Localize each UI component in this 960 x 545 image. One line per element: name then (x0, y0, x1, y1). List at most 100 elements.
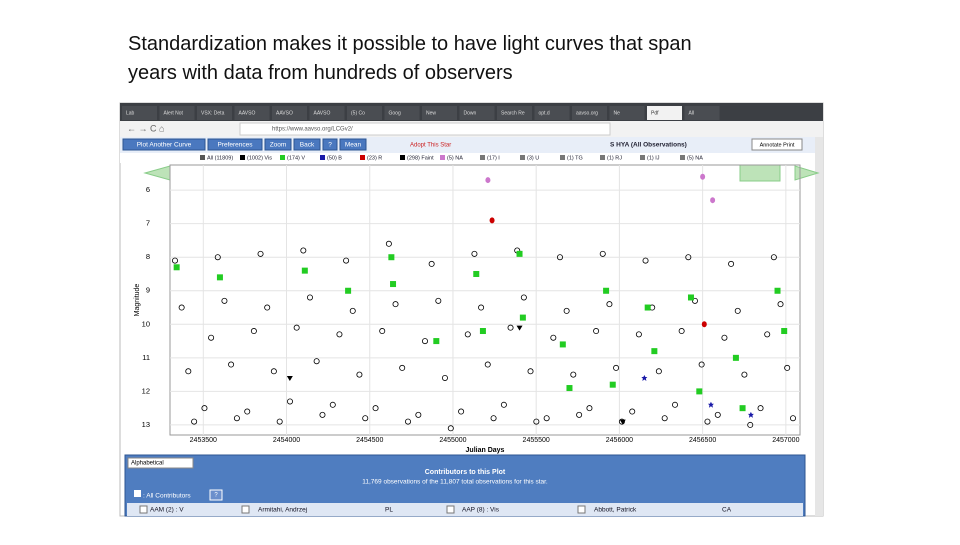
data-point (489, 217, 495, 224)
browser-tab[interactable] (197, 106, 232, 120)
data-point (644, 304, 651, 311)
data-point (300, 247, 307, 254)
browser-tab[interactable] (272, 106, 307, 120)
tab-label: opt.d (539, 110, 550, 116)
data-point (774, 287, 781, 294)
range-selector[interactable] (739, 164, 781, 182)
data-point (586, 405, 593, 412)
browser-tab[interactable] (347, 106, 382, 120)
address-bar[interactable] (239, 122, 611, 136)
print-label: Annotate Print (760, 142, 795, 148)
toolbar-button[interactable] (293, 138, 321, 151)
legend-label: (50) B (327, 155, 342, 161)
data-point (329, 401, 336, 408)
data-point (484, 361, 491, 368)
browser-tab[interactable] (309, 106, 345, 120)
legend-swatch[interactable] (480, 155, 485, 160)
legend-swatch[interactable] (200, 155, 205, 160)
data-point (405, 418, 412, 425)
legend-swatch[interactable] (440, 155, 445, 160)
data-point (287, 398, 294, 405)
browser-tab[interactable] (234, 106, 270, 120)
y-tick-label: 7 (146, 219, 150, 228)
data-point (707, 401, 714, 408)
nav-buttons[interactable]: ← → C ⌂ (127, 123, 164, 133)
toolbar-button[interactable] (264, 138, 292, 151)
data-point (301, 267, 308, 274)
screenshot (119, 102, 824, 517)
browser-tab[interactable] (122, 106, 157, 120)
data-point (685, 254, 692, 261)
data-point (464, 331, 471, 338)
row-checkbox[interactable] (446, 505, 455, 514)
browser-tab[interactable] (609, 106, 645, 120)
data-point (433, 338, 440, 345)
data-point (388, 254, 395, 261)
legend-swatch[interactable] (360, 155, 365, 160)
browser-tab[interactable] (684, 106, 720, 120)
legend-swatch[interactable] (640, 155, 645, 160)
tab-label: Goog (389, 110, 401, 116)
legend-label: (23) R (367, 155, 382, 161)
browser-tab[interactable] (159, 106, 195, 120)
range-right[interactable] (794, 165, 820, 181)
tab-label: AAVSO (239, 110, 256, 116)
y-tick-label: 6 (146, 185, 150, 194)
legend-swatch[interactable] (600, 155, 605, 160)
data-point (286, 375, 293, 381)
data-point (593, 328, 600, 335)
browser-tab[interactable] (459, 106, 495, 120)
tab-label: All (689, 110, 695, 116)
data-point (336, 331, 343, 338)
legend-swatch[interactable] (280, 155, 285, 160)
data-point (257, 250, 264, 257)
y-tick-label: 8 (146, 252, 150, 261)
row-checkbox[interactable] (139, 505, 148, 514)
scrollbar[interactable] (815, 137, 823, 516)
browser-tab[interactable] (384, 106, 420, 120)
help-button[interactable] (209, 489, 223, 501)
legend-swatch[interactable] (320, 155, 325, 160)
print-button[interactable] (751, 138, 803, 151)
x-tick-label: 2457000 (772, 437, 799, 444)
legend-swatch[interactable] (520, 155, 525, 160)
browser-tab[interactable] (422, 106, 457, 120)
browser-tab[interactable] (572, 106, 607, 120)
slide-title: Standardization makes it possible to hav… (128, 33, 692, 55)
data-point (606, 301, 613, 308)
data-point (214, 254, 221, 261)
legend-swatch[interactable] (680, 155, 685, 160)
toolbar-button[interactable] (122, 138, 206, 151)
data-point (428, 260, 435, 267)
plot-frame (169, 164, 801, 436)
row-checkbox[interactable] (241, 505, 250, 514)
toolbar-button[interactable] (322, 138, 338, 151)
toolbar-button-label: Plot Another Curve (137, 142, 192, 149)
sort-select[interactable] (127, 457, 194, 469)
data-point (747, 411, 754, 418)
browser-tab[interactable] (647, 106, 682, 120)
toolbar-button[interactable] (339, 138, 367, 151)
toolbar-button[interactable] (207, 138, 263, 151)
data-point (173, 264, 180, 271)
data-point (556, 254, 563, 261)
browser-tab[interactable] (497, 106, 532, 120)
legend-swatch[interactable] (240, 155, 245, 160)
data-point (319, 411, 326, 418)
row-checkbox[interactable] (577, 505, 586, 514)
data-point (770, 254, 777, 261)
all-checkbox[interactable] (134, 490, 141, 497)
data-point (228, 361, 235, 368)
tab-label: aavso.org (576, 110, 598, 116)
data-point (721, 334, 728, 341)
adopt-star[interactable]: Adopt This Star (410, 143, 451, 149)
browser-tab[interactable] (534, 106, 570, 120)
data-point (435, 297, 442, 304)
data-point (642, 257, 649, 264)
data-point (563, 307, 570, 314)
legend-swatch[interactable] (560, 155, 565, 160)
data-point (603, 287, 610, 294)
help-label: ? (214, 493, 218, 499)
legend-swatch[interactable] (400, 155, 405, 160)
data-point (566, 385, 573, 392)
